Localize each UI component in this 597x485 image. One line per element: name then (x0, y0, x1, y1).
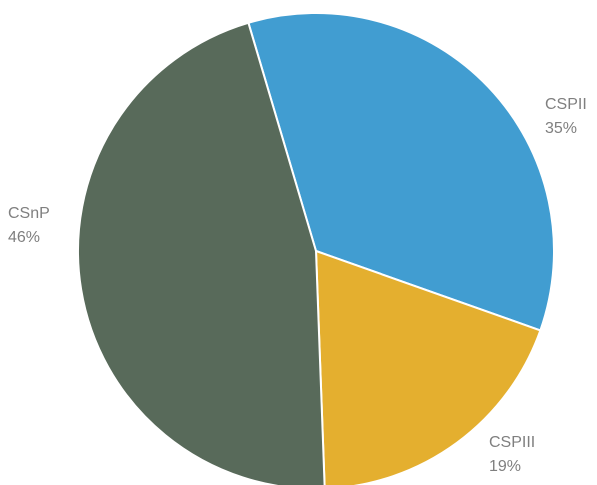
pie-slice-cspii (247, 12, 555, 332)
pie-slice-csnp (76, 21, 326, 485)
pie-slice-cspiii (314, 249, 542, 485)
slice-percent-cspiii: 19% (489, 458, 521, 475)
pie-slices (76, 12, 555, 485)
slice-label-cspiii: CSPIII (489, 434, 535, 451)
slice-percent-cspii: 35% (545, 120, 577, 137)
pie-labels: CSPII 35% CSPIII 19% CSnP 46% (8, 96, 587, 475)
slice-percent-csnp: 46% (8, 229, 40, 246)
slice-label-cspii: CSPII (545, 96, 587, 113)
slice-label-csnp: CSnP (8, 205, 50, 222)
